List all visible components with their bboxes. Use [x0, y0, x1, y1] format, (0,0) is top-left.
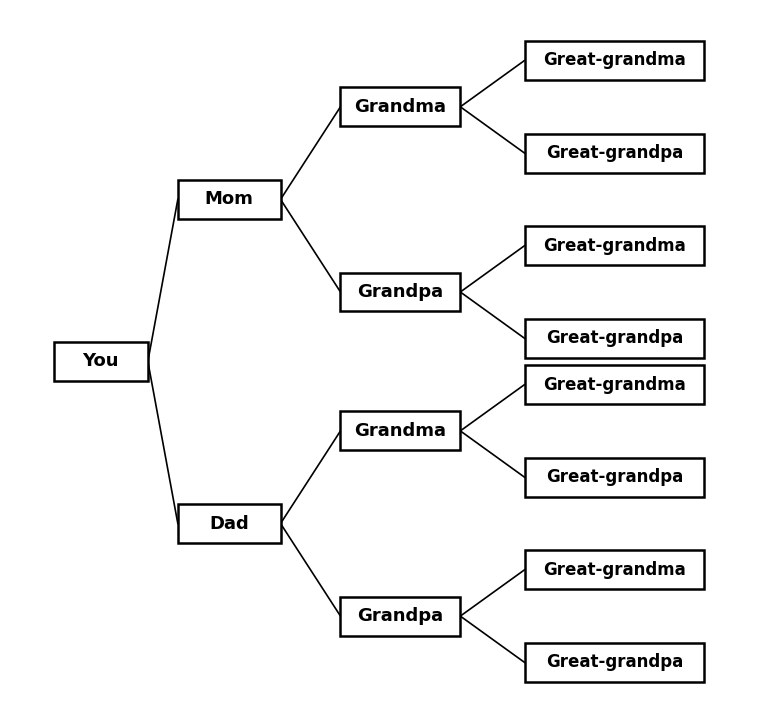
Text: Mom: Mom [205, 191, 254, 208]
FancyBboxPatch shape [178, 504, 280, 543]
Text: Great-grandma: Great-grandma [543, 52, 686, 69]
FancyBboxPatch shape [525, 133, 704, 172]
FancyBboxPatch shape [178, 180, 280, 219]
Text: Grandma: Grandma [355, 422, 446, 440]
FancyBboxPatch shape [340, 272, 460, 311]
Text: Great-grandma: Great-grandma [543, 561, 686, 579]
Text: Grandpa: Grandpa [357, 607, 443, 625]
FancyBboxPatch shape [525, 643, 704, 682]
Text: Great-grandma: Great-grandma [543, 376, 686, 393]
FancyBboxPatch shape [54, 342, 148, 381]
Text: Great-grandpa: Great-grandpa [546, 654, 683, 671]
Text: Great-grandma: Great-grandma [543, 237, 686, 255]
Text: Great-grandpa: Great-grandpa [546, 468, 683, 486]
FancyBboxPatch shape [525, 226, 704, 265]
Text: Great-grandpa: Great-grandpa [546, 329, 683, 347]
Text: Grandma: Grandma [355, 98, 446, 116]
Text: Grandpa: Grandpa [357, 283, 443, 301]
Text: You: You [83, 352, 119, 370]
FancyBboxPatch shape [340, 87, 460, 126]
FancyBboxPatch shape [525, 319, 704, 358]
FancyBboxPatch shape [340, 411, 460, 450]
FancyBboxPatch shape [340, 597, 460, 635]
Text: Great-grandpa: Great-grandpa [546, 144, 683, 162]
FancyBboxPatch shape [525, 458, 704, 496]
FancyBboxPatch shape [525, 365, 704, 404]
Text: Dad: Dad [209, 515, 249, 532]
FancyBboxPatch shape [525, 550, 704, 589]
FancyBboxPatch shape [525, 41, 704, 80]
